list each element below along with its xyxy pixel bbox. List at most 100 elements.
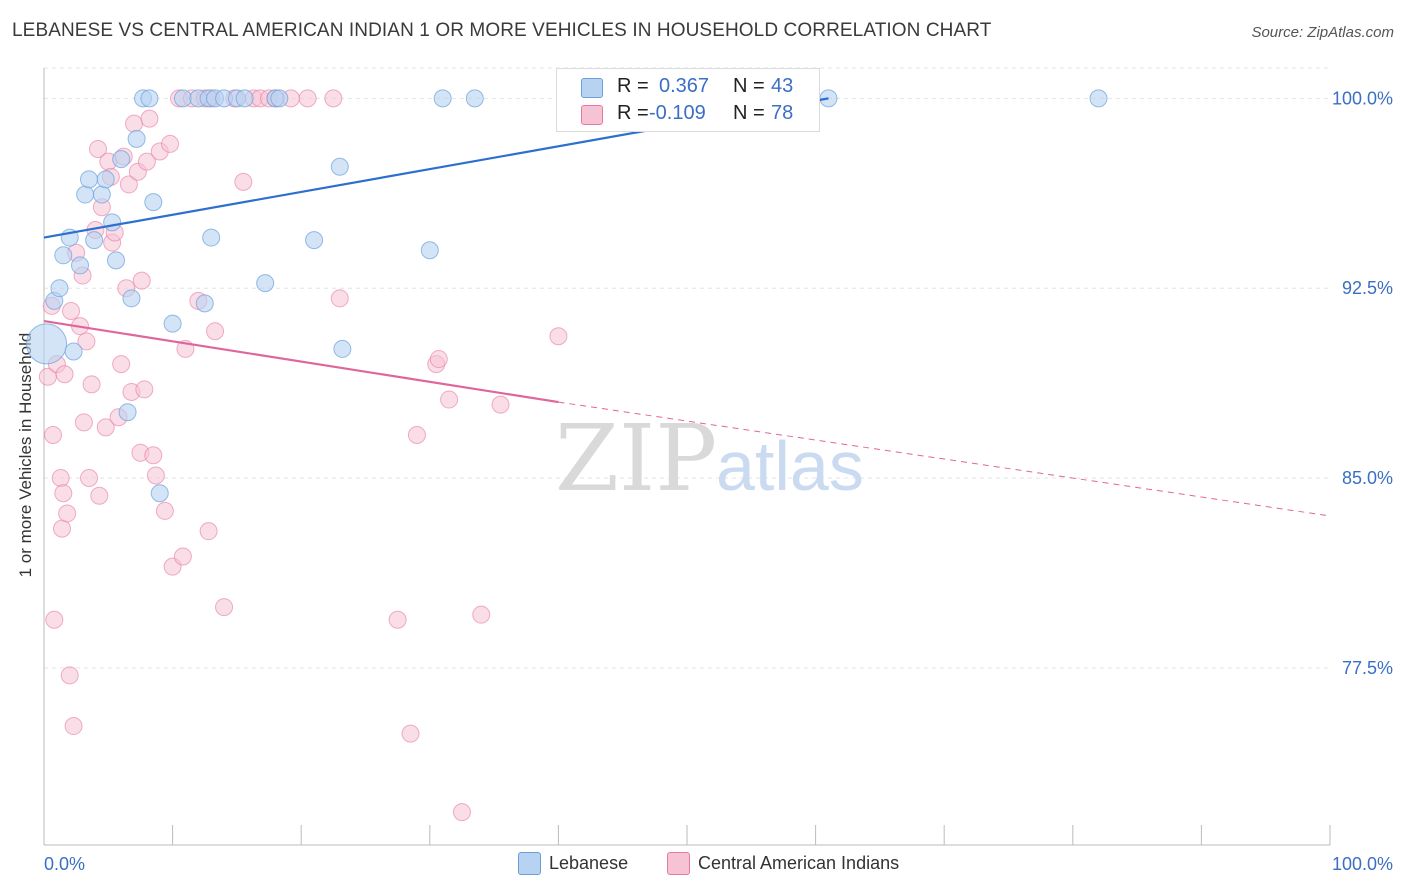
lebanese-point [202, 228, 221, 247]
x-tick-label: 100.0% [1332, 854, 1393, 874]
lebanese-legend-swatch [518, 852, 541, 875]
cai-point [549, 327, 568, 346]
lebanese-point [150, 484, 169, 503]
cai-point [472, 605, 491, 624]
lebanese-point [76, 185, 95, 204]
axes [43, 68, 1331, 846]
cai-point [401, 724, 420, 743]
lebanese-point [92, 185, 111, 204]
cai-point [54, 484, 73, 503]
cai-point [144, 446, 163, 465]
cai-point [74, 413, 93, 432]
n-label: N = [733, 75, 765, 97]
cai-point [206, 322, 225, 341]
lebanese-n-value: 43 [771, 75, 794, 97]
cai-point [429, 350, 448, 369]
lebanese-point [144, 193, 163, 212]
lebanese-point [465, 89, 484, 108]
cai-point [64, 717, 83, 736]
cai-point [173, 547, 192, 566]
y-tick-label: 77.5% [1342, 658, 1393, 678]
cai-point [330, 289, 349, 308]
cai-swatch [581, 105, 603, 125]
cai-legend-label: Central American Indians [698, 853, 900, 873]
cai-points [38, 89, 568, 822]
cai-r-value: -0.109 [649, 102, 706, 124]
cai-point [89, 139, 108, 158]
lebanese-point [71, 256, 90, 275]
x-tick-label: 0.0% [44, 854, 85, 874]
lebanese-point [96, 170, 115, 189]
cai-point [234, 172, 253, 191]
cai-point [199, 522, 218, 541]
cai-point [53, 519, 72, 538]
cai-point [58, 504, 77, 523]
lebanese-point [305, 231, 324, 250]
y-tick-label: 92.5% [1342, 278, 1393, 298]
lebanese-point [195, 294, 214, 313]
correlation-legend: R = 0.367 N = 43 R = -0.109 N = 78 [556, 68, 820, 132]
lebanese-point [80, 170, 99, 189]
cai-point [491, 395, 510, 414]
lebanese-point [140, 89, 159, 108]
gridlines [44, 67, 1330, 669]
r-label: R = [617, 102, 649, 124]
y-tick-label: 85.0% [1342, 468, 1393, 488]
cai-point [215, 598, 234, 617]
lebanese-point [333, 339, 352, 358]
lebanese-point [85, 231, 104, 250]
lebanese-point [1089, 89, 1108, 108]
lebanese-point [235, 89, 254, 108]
lebanese-point [54, 246, 73, 265]
lebanese-points [26, 89, 1108, 503]
cai-point [155, 501, 174, 520]
tick-labels: 77.5% 85.0% 92.5% 100.0% 0.0% 100.0% [44, 88, 1393, 874]
lebanese-point [420, 241, 439, 260]
lebanese-point [112, 150, 131, 169]
cai-point [161, 134, 180, 153]
lebanese-r-value: 0.367 [659, 75, 710, 97]
cai-point [407, 425, 426, 444]
cai-point [137, 152, 156, 171]
cai-trendline-extension [558, 401, 1331, 517]
y-tick-label: 100.0% [1332, 88, 1393, 108]
cai-point [452, 803, 471, 822]
cai-point [45, 610, 64, 629]
watermark-zip: ZIP [555, 405, 717, 512]
lebanese-point [118, 403, 137, 422]
lebanese-point [433, 89, 452, 108]
cai-point [119, 175, 138, 194]
lebanese-point [173, 89, 192, 108]
cai-point [62, 301, 81, 320]
cai-point [55, 365, 74, 384]
cai-point [440, 390, 459, 409]
chart-title: LEBANESE VS CENTRAL AMERICAN INDIAN 1 OR… [12, 20, 992, 41]
legend-row-lebanese: R = 0.367 N = 43 [557, 73, 819, 101]
watermark-atlas: atlas [716, 427, 864, 505]
cai-point [112, 355, 131, 374]
cai-point [90, 486, 109, 505]
lebanese-point [256, 274, 275, 293]
cai-point [125, 114, 144, 133]
cai-point [146, 466, 165, 485]
lebanese-point [64, 342, 83, 361]
cai-point [44, 425, 63, 444]
cai-n-value: 78 [771, 102, 794, 124]
cai-point [298, 89, 317, 108]
cai-point [80, 469, 99, 488]
lebanese-point [26, 323, 68, 365]
lebanese-point [127, 129, 146, 148]
lebanese-legend-label: Lebanese [549, 853, 629, 873]
watermark: ZIP atlas [555, 405, 864, 512]
cai-point [96, 418, 115, 437]
lebanese-point [103, 213, 122, 232]
cai-point [77, 332, 96, 351]
lebanese-point [163, 314, 182, 333]
cai-point [324, 89, 343, 108]
cai-point [132, 271, 151, 290]
cai-legend-swatch [667, 852, 690, 875]
lebanese-point [107, 251, 126, 270]
cai-point [82, 375, 101, 394]
cai-point [388, 610, 407, 629]
